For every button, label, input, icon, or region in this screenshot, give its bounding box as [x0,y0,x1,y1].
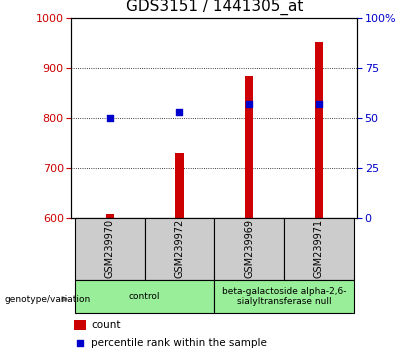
Point [76,340,83,346]
Text: GSM239971: GSM239971 [314,219,324,278]
Text: count: count [92,320,121,330]
Bar [214,280,354,313]
Title: GDS3151 / 1441305_at: GDS3151 / 1441305_at [126,0,303,15]
Bar [75,280,214,313]
Point [176,109,183,115]
Bar [105,214,114,218]
Point [106,115,113,120]
Text: GSM239972: GSM239972 [174,219,184,278]
Bar [214,218,284,280]
Text: GSM239969: GSM239969 [244,219,254,278]
Bar [175,153,184,218]
Bar [315,42,323,218]
Text: GSM239970: GSM239970 [105,219,115,278]
Bar [144,218,214,280]
Text: genotype/variation: genotype/variation [4,295,90,304]
Point [246,101,252,107]
Text: percentile rank within the sample: percentile rank within the sample [92,338,267,348]
Text: control: control [129,292,160,301]
Bar [284,218,354,280]
Point [315,101,322,107]
Bar [74,320,86,330]
Bar [245,76,253,218]
Bar [75,218,144,280]
Text: beta-galactoside alpha-2,6-
sialyltransferase null: beta-galactoside alpha-2,6- sialyltransf… [222,287,346,306]
